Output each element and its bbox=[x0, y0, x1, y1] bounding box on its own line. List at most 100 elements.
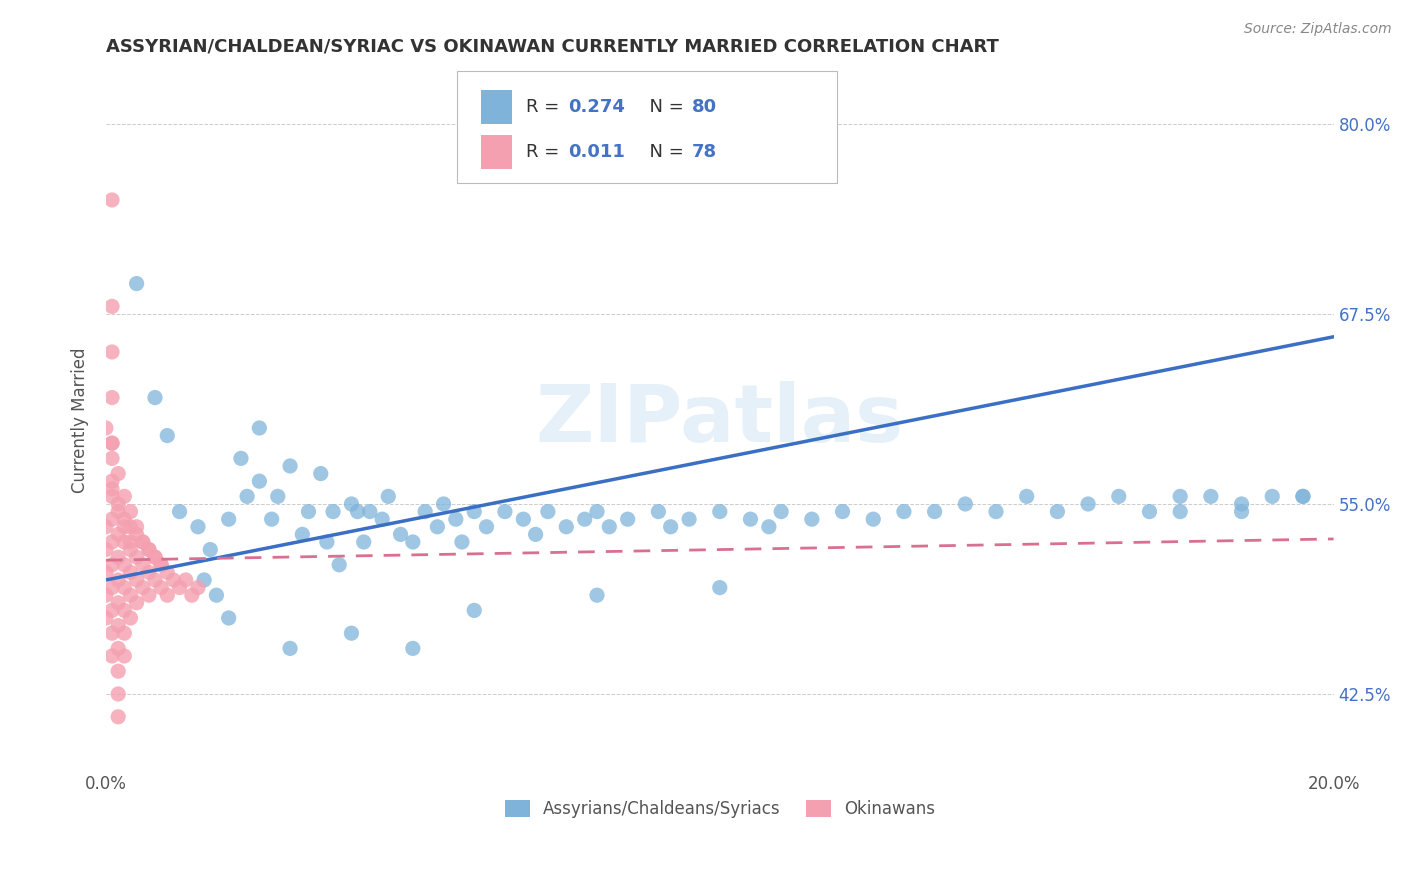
Text: ZIPatlas: ZIPatlas bbox=[536, 382, 904, 459]
Point bbox=[402, 641, 425, 656]
Point bbox=[1168, 489, 1191, 503]
Point bbox=[444, 512, 467, 526]
Point bbox=[101, 512, 124, 526]
Point bbox=[107, 550, 129, 565]
Point bbox=[1230, 505, 1253, 519]
Point bbox=[278, 641, 301, 656]
Point bbox=[112, 535, 135, 549]
Text: N =: N = bbox=[638, 143, 690, 161]
Point bbox=[94, 588, 117, 602]
Point bbox=[371, 512, 394, 526]
Point bbox=[432, 497, 454, 511]
Point bbox=[1077, 497, 1099, 511]
Point bbox=[112, 520, 135, 534]
Point bbox=[426, 520, 449, 534]
Point bbox=[598, 520, 620, 534]
Point bbox=[297, 505, 319, 519]
Point bbox=[451, 535, 474, 549]
Text: 80: 80 bbox=[692, 98, 717, 116]
Point bbox=[200, 542, 222, 557]
Point bbox=[107, 618, 129, 632]
Point bbox=[156, 566, 179, 580]
Point bbox=[340, 497, 363, 511]
Point bbox=[247, 421, 270, 435]
Point bbox=[1139, 505, 1161, 519]
Point bbox=[1015, 489, 1038, 503]
Point bbox=[107, 664, 129, 678]
Point bbox=[125, 573, 148, 587]
Point bbox=[659, 520, 682, 534]
Point bbox=[150, 558, 173, 572]
Text: 0.274: 0.274 bbox=[568, 98, 624, 116]
Point bbox=[1292, 489, 1315, 503]
Point bbox=[101, 482, 124, 496]
Point bbox=[260, 512, 283, 526]
Point bbox=[187, 581, 209, 595]
Point bbox=[150, 558, 173, 572]
Legend: Assyrians/Chaldeans/Syriacs, Okinawans: Assyrians/Chaldeans/Syriacs, Okinawans bbox=[498, 793, 942, 824]
Point bbox=[340, 626, 363, 640]
Point bbox=[101, 648, 124, 663]
Point bbox=[678, 512, 700, 526]
Point bbox=[309, 467, 332, 481]
Point bbox=[132, 535, 155, 549]
Point bbox=[107, 505, 129, 519]
Point bbox=[125, 596, 148, 610]
Point bbox=[893, 505, 915, 519]
Point bbox=[101, 558, 124, 572]
Point bbox=[120, 505, 142, 519]
Point bbox=[1230, 497, 1253, 511]
Point bbox=[537, 505, 560, 519]
Point bbox=[647, 505, 669, 519]
Point bbox=[770, 505, 793, 519]
Text: 78: 78 bbox=[692, 143, 717, 161]
Point bbox=[1199, 489, 1222, 503]
Point bbox=[862, 512, 884, 526]
Point bbox=[346, 505, 368, 519]
Point bbox=[555, 520, 578, 534]
Point bbox=[267, 489, 290, 503]
Text: R =: R = bbox=[526, 98, 565, 116]
Point bbox=[740, 512, 762, 526]
Point bbox=[101, 535, 124, 549]
Point bbox=[524, 527, 547, 541]
Point bbox=[138, 542, 160, 557]
Text: R =: R = bbox=[526, 143, 565, 161]
Point bbox=[112, 581, 135, 595]
Point bbox=[586, 505, 609, 519]
Point bbox=[218, 512, 240, 526]
Point bbox=[101, 436, 124, 450]
Point bbox=[1168, 505, 1191, 519]
Point bbox=[125, 550, 148, 565]
Point bbox=[1261, 489, 1284, 503]
Point bbox=[291, 527, 314, 541]
Point bbox=[156, 588, 179, 602]
Point bbox=[101, 474, 124, 488]
Point bbox=[112, 648, 135, 663]
Point bbox=[101, 193, 124, 207]
Point bbox=[138, 542, 160, 557]
Point bbox=[101, 451, 124, 466]
Point bbox=[169, 581, 191, 595]
Point bbox=[1046, 505, 1069, 519]
Point bbox=[616, 512, 638, 526]
Point bbox=[120, 520, 142, 534]
Point bbox=[174, 573, 197, 587]
Point bbox=[955, 497, 977, 511]
Point bbox=[316, 535, 339, 549]
Point bbox=[112, 489, 135, 503]
Point bbox=[143, 550, 166, 565]
Point bbox=[125, 520, 148, 534]
Point bbox=[831, 505, 853, 519]
Point bbox=[402, 535, 425, 549]
Point bbox=[205, 588, 228, 602]
Point bbox=[574, 512, 596, 526]
Point bbox=[709, 581, 731, 595]
Text: ASSYRIAN/CHALDEAN/SYRIAC VS OKINAWAN CURRENTLY MARRIED CORRELATION CHART: ASSYRIAN/CHALDEAN/SYRIAC VS OKINAWAN CUR… bbox=[105, 37, 998, 55]
Point bbox=[94, 611, 117, 625]
Point bbox=[132, 535, 155, 549]
Point bbox=[125, 527, 148, 541]
Point bbox=[132, 581, 155, 595]
Point bbox=[107, 641, 129, 656]
Point bbox=[328, 558, 350, 572]
